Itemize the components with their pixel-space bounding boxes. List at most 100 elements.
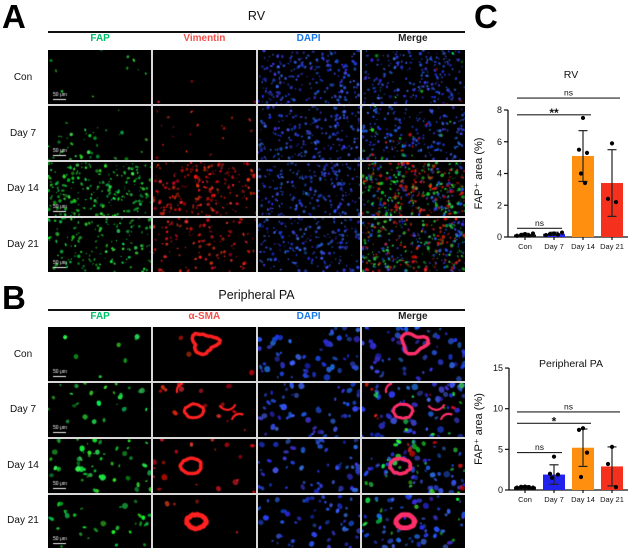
- data-point: [613, 199, 619, 205]
- data-point: [605, 196, 611, 201]
- data-point: [578, 474, 584, 480]
- data-point: [547, 232, 553, 237]
- micrograph-a-con-dapi: [257, 50, 361, 104]
- panel-b-row-label-day-14: Day 14: [7, 459, 39, 471]
- y-tick-label: 0: [497, 232, 502, 242]
- y-axis-label: FAP⁺ area (%): [473, 138, 485, 210]
- data-point: [584, 450, 590, 455]
- data-point: [613, 485, 619, 490]
- panel-a-row-labels: Con Day 7 Day 14 Day 21: [0, 50, 46, 272]
- x-tick-label: Day 7: [544, 242, 564, 251]
- panel-a-row-label-day-14: Day 14: [7, 183, 39, 195]
- y-tick-label: 6: [497, 137, 502, 147]
- micrograph-b-day-7-merge: [362, 382, 465, 437]
- data-point: [609, 444, 615, 450]
- data-point: [578, 171, 584, 176]
- micrograph-b-day-21-fap: [48, 494, 151, 548]
- micrograph-b-day-14-dapi: [257, 438, 361, 493]
- data-point: [518, 232, 524, 238]
- chart-title: Peripheral PA: [539, 358, 603, 370]
- data-point: [609, 141, 615, 146]
- x-tick-label: Day 21: [600, 242, 624, 251]
- chart-title: RV: [564, 69, 578, 81]
- panel-b-title: Peripheral PA: [218, 288, 295, 302]
- micrograph-a-day-14-dapi: [257, 162, 361, 216]
- micrograph-b-day-21-dapi: [257, 494, 361, 548]
- data-point: [580, 426, 586, 431]
- panel-a-header-dapi: DAPI: [296, 33, 321, 44]
- data-point: [530, 485, 536, 490]
- bar-day-14: [572, 156, 594, 237]
- panel-a-column-headers: FAP Vimentin DAPI Merge: [48, 33, 465, 44]
- significance-label: *: [552, 414, 557, 428]
- panel-b-header-fap: FAP: [90, 311, 110, 322]
- data-point: [559, 230, 565, 235]
- panel-c-label: C: [474, 0, 498, 35]
- panel-b-row-label-con: Con: [13, 349, 33, 361]
- y-tick-label: 5: [498, 444, 503, 454]
- x-tick-label: Day 14: [571, 242, 595, 251]
- micrograph-b-day-7-dapi: [257, 382, 361, 437]
- micrograph-b-con-fap: [48, 327, 151, 381]
- panel-b-column-headers: FAP α-SMA DAPI Merge: [48, 311, 465, 322]
- panel-b-header-merge: Merge: [398, 311, 428, 322]
- micrograph-b-con-dapi: [257, 327, 361, 381]
- panel-a-micrograph-grid: [48, 50, 465, 272]
- panel-b-header-dapi: DAPI: [296, 311, 321, 322]
- data-point: [555, 472, 561, 477]
- panel-b-title-rule: [48, 309, 465, 311]
- micrograph-a-day-14-fap: [48, 162, 151, 216]
- micrograph-a-day-7-dapi: [257, 106, 361, 160]
- panel-b-row-labels: Con Day 7 Day 14 Day 21: [0, 327, 46, 548]
- significance-label: **: [549, 106, 559, 120]
- micrograph-a-con-fap: [48, 50, 151, 104]
- data-point: [605, 461, 611, 467]
- data-point: [530, 231, 536, 236]
- y-tick-label: 8: [497, 105, 502, 115]
- data-point: [547, 471, 553, 476]
- panel-b-header--sma: α-SMA: [188, 311, 221, 322]
- panel-b-row-label-day-7: Day 7: [9, 404, 37, 416]
- micrograph-a-day-21-merge: [362, 218, 465, 272]
- significance-label: ns: [564, 401, 573, 411]
- x-tick-label: Day 7: [544, 495, 564, 504]
- significance-label: ns: [535, 442, 544, 452]
- panel-a-header-fap: FAP: [90, 33, 110, 44]
- panel-a-header-merge: Merge: [398, 33, 428, 44]
- micrograph-a-day-14-merge: [362, 162, 465, 216]
- data-point: [576, 147, 582, 152]
- x-tick-label: Con: [518, 495, 532, 504]
- micrograph-a-day-14-vimentin: [152, 162, 256, 216]
- panel-b-micrograph-grid: [48, 327, 465, 548]
- y-tick-label: 15: [493, 363, 503, 373]
- micrograph-a-day-21-fap: [48, 218, 151, 272]
- panel-a-header-vimentin: Vimentin: [183, 33, 226, 44]
- data-point: [526, 233, 532, 238]
- bar-day-14: [572, 447, 594, 490]
- data-point: [582, 180, 588, 186]
- x-tick-label: Day 14: [571, 495, 595, 504]
- significance-label: ns: [535, 218, 544, 228]
- micrograph-a-day-21-vimentin: [152, 218, 256, 272]
- data-point: [522, 232, 528, 237]
- peripheral-pa-bar-chart: Peripheral PA 0 5 10 15 FAP⁺ area (%) Con Day 7…: [473, 358, 628, 504]
- panel-a-label: A: [2, 0, 26, 35]
- data-point: [522, 484, 528, 489]
- data-point: [555, 232, 561, 237]
- micrograph-b-day-7--sma: [152, 382, 256, 437]
- micrograph-b-con-merge: [362, 327, 465, 381]
- data-point: [580, 115, 586, 121]
- x-tick-label: Day 21: [600, 495, 624, 504]
- data-point: [551, 231, 557, 236]
- y-tick-label: 10: [493, 404, 503, 414]
- panel-a-title: RV: [247, 9, 266, 23]
- significance-label: ns: [564, 88, 573, 98]
- panel-a-row-label-day-7: Day 7: [9, 127, 37, 139]
- rv-bar-chart: RV 0 2 4 6 8 FAP⁺ area (%) Con Day 7 Day 14 Day 21…: [473, 69, 628, 251]
- micrograph-a-con-vimentin: [152, 50, 256, 104]
- y-tick-label: 4: [497, 169, 502, 179]
- micrograph-b-day-14-merge: [362, 438, 465, 493]
- panel-a-row-label-con: Con: [13, 72, 33, 84]
- y-tick-label: 2: [497, 200, 502, 210]
- micrograph-a-day-7-fap: [48, 106, 151, 160]
